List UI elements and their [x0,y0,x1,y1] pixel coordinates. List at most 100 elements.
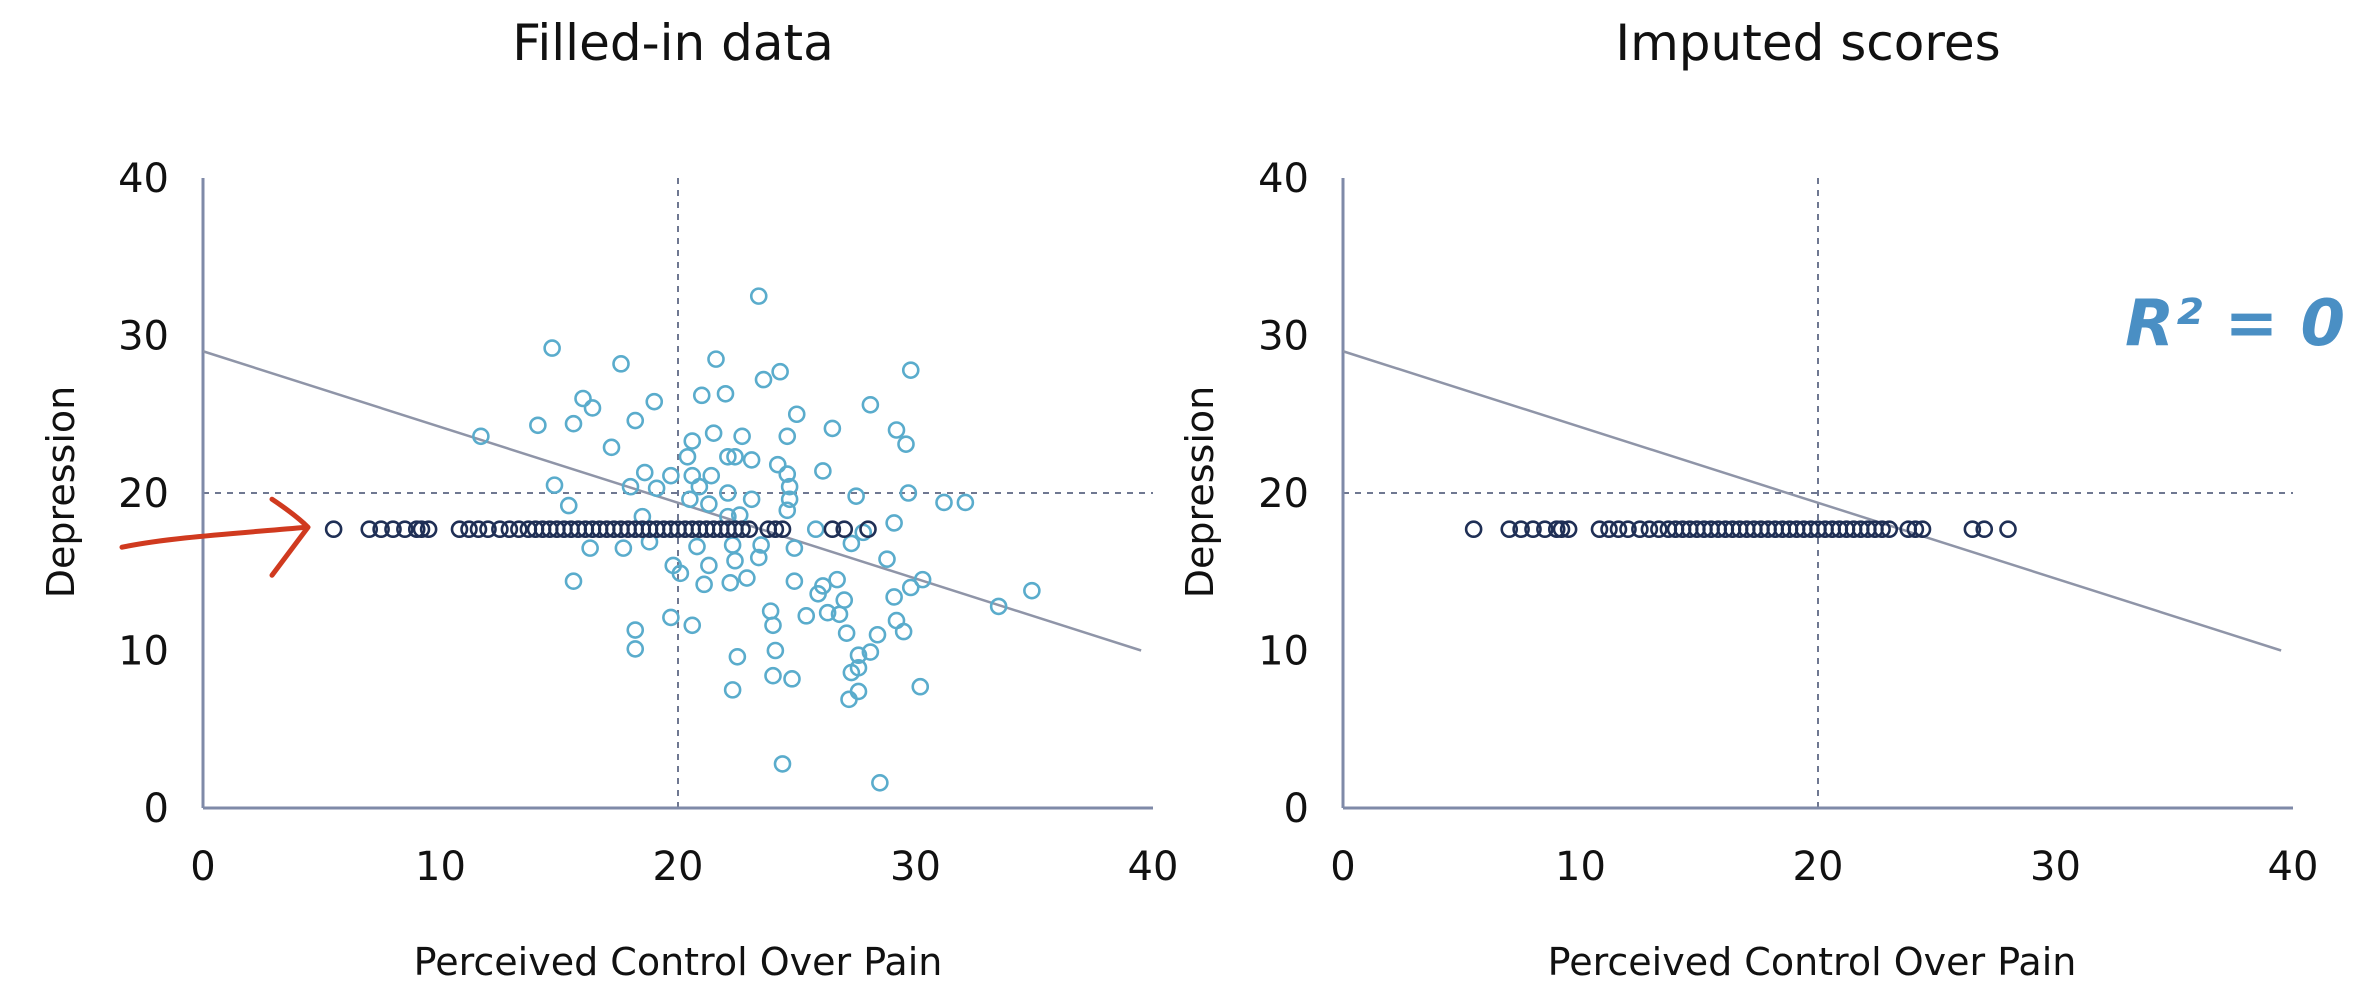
observed-point [742,490,761,509]
observed-point [602,438,621,457]
imputed-point [1500,520,1519,539]
y-tick-label: 30 [118,314,169,360]
observed-point [626,411,645,430]
observed-point [868,625,887,644]
x-tick-label: 40 [1128,844,1179,890]
observed-point [726,551,744,570]
observed-point [707,350,725,368]
x-tick-label: 0 [190,844,215,890]
observed-point [837,624,856,642]
observed-point [849,646,868,665]
observed-point [780,490,799,509]
y-axis-label: Depression [39,386,83,598]
imputed-point [1552,520,1571,539]
observed-point [773,755,792,773]
observed-point [828,570,846,589]
observed-point [764,616,782,635]
imputed-point [1631,520,1649,539]
observed-point [647,479,666,498]
imputed-point [384,520,402,539]
observed-point [692,386,711,405]
imputed-point [823,520,842,539]
observed-point [911,677,930,696]
x-tick-label: 0 [1330,844,1355,890]
imputed-point [510,520,528,539]
imputed-point [469,520,488,539]
observed-point [830,605,849,624]
y-tick-label: 30 [1258,314,1309,360]
observed-point [818,603,837,622]
imputed-point [740,520,759,539]
imputed-point [1536,520,1554,539]
y-tick-label: 40 [118,156,169,202]
observed-point [785,572,804,591]
arrow-shaft [119,524,309,550]
observed-point [742,451,761,469]
observed-point [749,548,768,567]
observed-point [768,455,787,474]
observed-point [700,556,718,575]
observed-point [678,447,697,466]
imputed-point [1873,520,1891,539]
chart-title: Imputed scores [1615,14,2000,72]
observed-point [778,465,797,483]
arrow-head [269,496,311,578]
imputed-point [1999,520,2017,539]
imputed-point [835,520,854,539]
observed-point [723,681,742,699]
observed-point [887,611,906,630]
observed-point [688,537,706,556]
observed-point [671,564,690,583]
y-tick-label: 10 [118,629,169,675]
observed-point [683,432,702,450]
imputed-point [1590,520,1609,539]
observed-point [702,466,721,485]
observed-point [849,659,868,677]
observed-point [645,392,664,411]
observed-point [545,476,564,494]
imputed-point [1640,520,1659,539]
observed-point [726,447,744,466]
observed-point [543,339,561,357]
observed-point [690,477,709,496]
observed-point [738,569,756,587]
y-axis-label: Depression [1178,386,1222,598]
imputed-point [1619,520,1637,539]
observed-point [733,427,751,446]
imputed-point [1880,520,1899,539]
imputed-point [1600,520,1618,539]
observed-point [901,361,920,379]
observed-point [695,575,713,594]
observed-point [721,573,740,592]
observed-point [913,570,932,589]
observed-point [780,477,799,496]
observed-point [861,643,880,661]
observed-point [612,355,630,373]
observed-point [635,463,654,482]
observed-point [700,495,718,513]
x-tick-label: 10 [1555,844,1606,890]
observed-point [806,520,825,539]
y-tick-label: 20 [1258,471,1309,517]
observed-point [956,493,975,512]
observed-point [728,647,747,666]
imputed-point [1975,520,1994,539]
imputed-point [1559,520,1578,539]
observed-point [583,399,602,417]
imputed-point [733,520,751,539]
observed-point [754,370,773,389]
observed-point [683,466,702,485]
observed-point [472,427,490,446]
observed-point [761,602,780,620]
observed-point [871,773,889,792]
chart-imputed-scores: 0 10 20 30 40 0 10 20 30 40 Imputed scores Perceive… [1178,14,2345,984]
observed-point [581,539,599,557]
imputed-point [1650,520,1668,539]
x-tick-label: 40 [2268,844,2319,890]
x-tick-label: 30 [2030,844,2081,890]
observed-point [783,670,801,688]
observed-point [716,384,735,403]
observed-point [764,666,782,685]
imputed-point [360,520,379,539]
observed-point [842,534,861,553]
